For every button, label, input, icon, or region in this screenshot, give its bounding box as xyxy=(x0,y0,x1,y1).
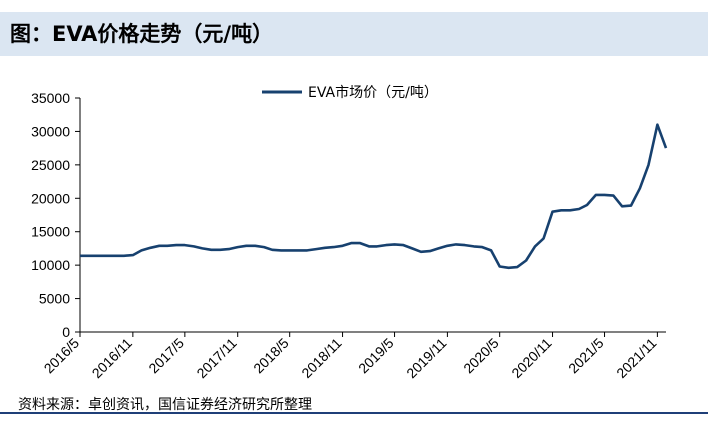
source-divider xyxy=(0,412,708,414)
x-tick-label: 2016/11 xyxy=(89,335,136,382)
title-band: 图：EVA价格走势（元/吨） xyxy=(0,12,708,56)
y-tick-label: 15000 xyxy=(31,224,70,240)
y-tick-label: 25000 xyxy=(31,157,70,173)
x-tick-label: 2017/11 xyxy=(193,335,240,382)
x-tick-label: 2019/11 xyxy=(403,335,450,382)
y-tick-label: 20000 xyxy=(31,190,70,206)
page-title: 图：EVA价格走势（元/吨） xyxy=(10,22,274,46)
y-tick-label: 0 xyxy=(62,324,70,340)
y-tick-label: 35000 xyxy=(31,90,70,106)
legend-label: EVA市场价（元/吨） xyxy=(308,84,438,101)
y-tick-label: 10000 xyxy=(31,257,70,273)
x-tick-label: 2018/5 xyxy=(250,335,292,377)
x-tick-label: 2020/5 xyxy=(460,335,502,377)
x-tick-label: 2020/11 xyxy=(508,335,555,382)
source-note: 资料来源：卓创资讯，国信证券经济研究所整理 xyxy=(18,397,312,413)
series-line-eva-price xyxy=(80,123,668,270)
y-tick-label: 30000 xyxy=(31,123,70,139)
x-tick-label: 2018/11 xyxy=(298,335,345,382)
y-tick-label: 5000 xyxy=(39,291,70,307)
x-tick-label: 2016/5 xyxy=(41,335,83,377)
x-tick-label: 2021/5 xyxy=(565,335,607,377)
x-tick-label: 2017/5 xyxy=(145,335,187,377)
x-tick-label: 2021/11 xyxy=(613,335,660,382)
x-tick-label: 2019/5 xyxy=(355,335,397,377)
